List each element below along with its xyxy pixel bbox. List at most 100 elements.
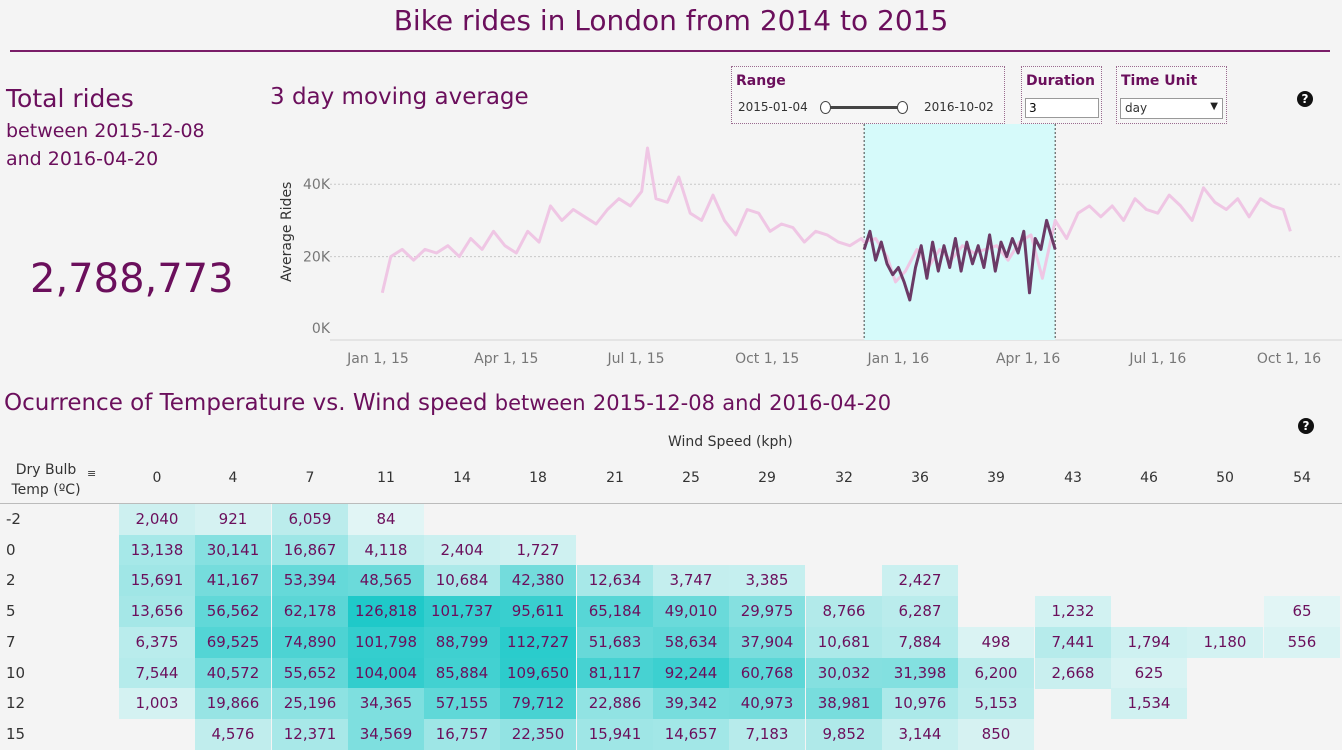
heatmap-cell: 37,904: [729, 626, 805, 658]
time-unit-select[interactable]: day ▼: [1120, 98, 1223, 119]
heatmap-column-header: 50: [1216, 470, 1234, 486]
heatmap-cell: 6,375: [119, 626, 195, 658]
heatmap-column-header: 0: [152, 470, 162, 486]
x-tick-label: Apr 1, 15: [474, 351, 538, 367]
time-unit-selected: day: [1125, 101, 1148, 115]
x-tick-label: Oct 1, 16: [1257, 351, 1321, 367]
heatmap-cell: 69,525: [195, 626, 271, 658]
heatmap-cell: 49,010: [653, 596, 729, 628]
heatmap-cell: 65,184: [577, 596, 653, 628]
heatmap-cell: 2,040: [119, 504, 195, 536]
range-slider-start-handle[interactable]: [820, 101, 831, 114]
heatmap-cell: 3,144: [882, 718, 958, 750]
heatmap-cell: 14,657: [653, 718, 729, 750]
heatmap-cell: 79,712: [500, 688, 576, 720]
heatmap-cell: 31,398: [882, 657, 958, 689]
heatmap-cell: 65: [1264, 596, 1340, 628]
heatmap-column-header: 25: [682, 470, 700, 486]
heatmap-row-header: 0: [6, 540, 16, 559]
heatmap-cell: 92,244: [653, 657, 729, 689]
heatmap-cell: 48,565: [348, 565, 424, 597]
heatmap-cell: 3,747: [653, 565, 729, 597]
heatmap-cell: 1,180: [1187, 626, 1263, 658]
heatmap-cell: 51,683: [577, 626, 653, 658]
heatmap-title: Ocurrence of Temperature vs. Wind speed …: [4, 390, 891, 416]
heatmap-cell: 1,003: [119, 688, 195, 720]
heatmap-cell: 22,350: [500, 718, 576, 750]
heatmap-cell: 1,534: [1111, 688, 1187, 720]
heatmap-cell: 15,691: [119, 565, 195, 597]
duration-input[interactable]: [1025, 98, 1099, 118]
heatmap-cell: 7,884: [882, 626, 958, 658]
heatmap-cell: 12,371: [272, 718, 348, 750]
y-axis-label: Average Rides: [279, 182, 295, 282]
heatmap-cell: 126,818: [348, 596, 424, 628]
heatmap-cell: 85,884: [424, 657, 500, 689]
y-tick-label: 0K: [312, 321, 331, 337]
heatmap-cell: 15,941: [577, 718, 653, 750]
heatmap-cell: 7,441: [1035, 626, 1111, 658]
heatmap-title-start: 2015-12-08: [592, 391, 715, 415]
help-icon[interactable]: ?: [1297, 91, 1313, 107]
heatmap-cell: 8,766: [806, 596, 882, 628]
heatmap-cell: 6,200: [958, 657, 1034, 689]
y-tick-label: 20K: [303, 250, 331, 266]
heatmap-cell: 5,153: [958, 688, 1034, 720]
heatmap-cell: 55,652: [272, 657, 348, 689]
highlight-rect: [864, 124, 1056, 340]
heatmap-header-divider: [0, 503, 1342, 504]
heatmap-cell: 53,394: [272, 565, 348, 597]
heatmap-cell: 22,886: [577, 688, 653, 720]
heatmap-row-header: 2: [6, 571, 16, 590]
heatmap-cell: 13,138: [119, 534, 195, 566]
heatmap-column-header: 18: [529, 470, 547, 486]
heatmap-cell: 4,576: [195, 718, 271, 750]
help-icon-heatmap[interactable]: ?: [1298, 418, 1314, 434]
heatmap-column-header: 54: [1293, 470, 1311, 486]
heatmap-cell: 10,976: [882, 688, 958, 720]
heatmap-title-end: 2016-04-20: [769, 391, 892, 415]
heatmap-cell: 1,232: [1035, 596, 1111, 628]
heatmap-row-header: 10: [6, 663, 26, 682]
line-chart-title: 3 day moving average: [270, 84, 529, 110]
kpi-and-line: and 2016-04-20: [6, 148, 158, 170]
y-tick-label: 40K: [303, 177, 331, 193]
heatmap-column-header: 46: [1140, 470, 1158, 486]
heatmap-cell: 60,768: [729, 657, 805, 689]
heatmap-cell: 3,385: [729, 565, 805, 597]
chevron-down-icon: ▼: [1210, 101, 1218, 112]
range-end-value: 2016-10-02: [924, 100, 994, 114]
heatmap-cell: 13,656: [119, 596, 195, 628]
heatmap-column-header: 7: [305, 470, 315, 486]
kpi-and-label: and: [6, 148, 42, 170]
series-line-all: [380, 146, 1292, 294]
line-chart-highlight-band: [863, 124, 1056, 340]
heatmap-cell: 56,562: [195, 596, 271, 628]
heatmap-title-main: Ocurrence of Temperature vs. Wind speed: [4, 390, 488, 416]
heatmap-cell: 7,183: [729, 718, 805, 750]
kpi-heading: Total rides: [6, 84, 134, 113]
x-tick-label: Apr 1, 16: [996, 351, 1060, 367]
heatmap-row-header: 15: [6, 724, 26, 743]
heatmap-cell: 16,757: [424, 718, 500, 750]
heatmap-cell: 6,287: [882, 596, 958, 628]
heatmap-cell: 101,798: [348, 626, 424, 658]
range-filter: Range 2015-01-04 2016-10-02: [731, 66, 1005, 124]
heatmap-cell: 62,178: [272, 596, 348, 628]
heatmap-cell: 625: [1111, 657, 1187, 689]
heatmap-cell: 57,155: [424, 688, 500, 720]
heatmap-cell: 88,799: [424, 626, 500, 658]
series-line-selected: [862, 218, 1057, 302]
heatmap-cell: 850: [958, 718, 1034, 750]
x-axis-ticks: Jan 1, 15 Apr 1, 15 Jul 1, 15 Oct 1, 15 Jan …: [346, 351, 1321, 367]
title-divider: [10, 50, 1330, 52]
heatmap-column-header: 11: [377, 470, 395, 486]
heatmap-cell: 40,572: [195, 657, 271, 689]
sort-icon[interactable]: ≡: [87, 467, 97, 480]
range-slider-end-handle[interactable]: [897, 101, 908, 114]
heatmap-cell: 10,684: [424, 565, 500, 597]
duration-label: Duration: [1026, 73, 1096, 89]
range-slider-track[interactable]: [824, 106, 904, 109]
x-tick-label: Oct 1, 15: [735, 351, 799, 367]
heatmap-cell: 40,973: [729, 688, 805, 720]
